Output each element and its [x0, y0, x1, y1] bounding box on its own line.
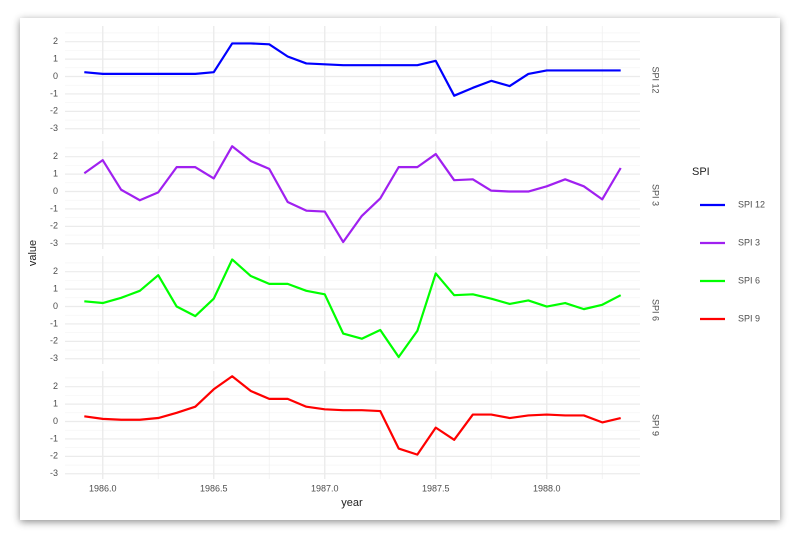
- y-tick-label: 0: [53, 71, 58, 81]
- legend-label: SPI 6: [738, 275, 760, 285]
- y-tick-label: 0: [53, 416, 58, 426]
- y-tick-label: 1: [53, 168, 58, 178]
- x-axis-label: year: [341, 497, 363, 509]
- strip-label: SPI 3: [651, 184, 661, 206]
- y-tick-label: 2: [53, 36, 58, 46]
- y-tick-label: -3: [50, 468, 58, 478]
- y-tick-label: -1: [50, 88, 58, 98]
- y-tick-label: -2: [50, 336, 58, 346]
- legend-label: SPI 9: [738, 313, 760, 323]
- card: [20, 18, 780, 520]
- y-tick-label: 0: [53, 301, 58, 311]
- y-tick-label: -1: [50, 203, 58, 213]
- series-line: [84, 258, 622, 359]
- legend-label: SPI 3: [738, 237, 760, 247]
- x-tick-label: 1988.0: [533, 483, 561, 493]
- y-tick-label: 1: [53, 283, 58, 293]
- legend-title: SPI: [692, 166, 710, 178]
- y-tick-label: -2: [50, 451, 58, 461]
- y-tick-label: -3: [50, 123, 58, 133]
- y-tick-label: -2: [50, 106, 58, 116]
- series-line: [84, 42, 621, 97]
- y-tick-label: -2: [50, 221, 58, 231]
- y-tick-label: 1: [53, 53, 58, 63]
- y-tick-label: 1: [53, 398, 58, 408]
- strip-label: SPI 12: [651, 66, 661, 93]
- legend-label: SPI 12: [738, 199, 765, 209]
- y-tick-label: 2: [53, 266, 58, 276]
- strip-label: SPI 9: [651, 414, 661, 436]
- x-tick-label: 1987.5: [422, 483, 450, 493]
- y-tick-label: -1: [50, 433, 58, 443]
- series-line: [83, 145, 622, 244]
- x-tick-label: 1987.0: [311, 483, 339, 493]
- x-tick-label: 1986.5: [200, 483, 228, 493]
- y-axis-label: value: [27, 240, 39, 266]
- y-tick-label: 2: [53, 151, 58, 161]
- y-tick-label: -3: [50, 353, 58, 363]
- y-tick-label: -1: [50, 318, 58, 328]
- y-tick-label: -3: [50, 238, 58, 248]
- x-tick-label: 1986.0: [89, 483, 117, 493]
- y-tick-label: 2: [53, 381, 58, 391]
- strip-label: SPI 6: [651, 299, 661, 321]
- y-tick-label: 0: [53, 186, 58, 196]
- series-line: [84, 375, 621, 456]
